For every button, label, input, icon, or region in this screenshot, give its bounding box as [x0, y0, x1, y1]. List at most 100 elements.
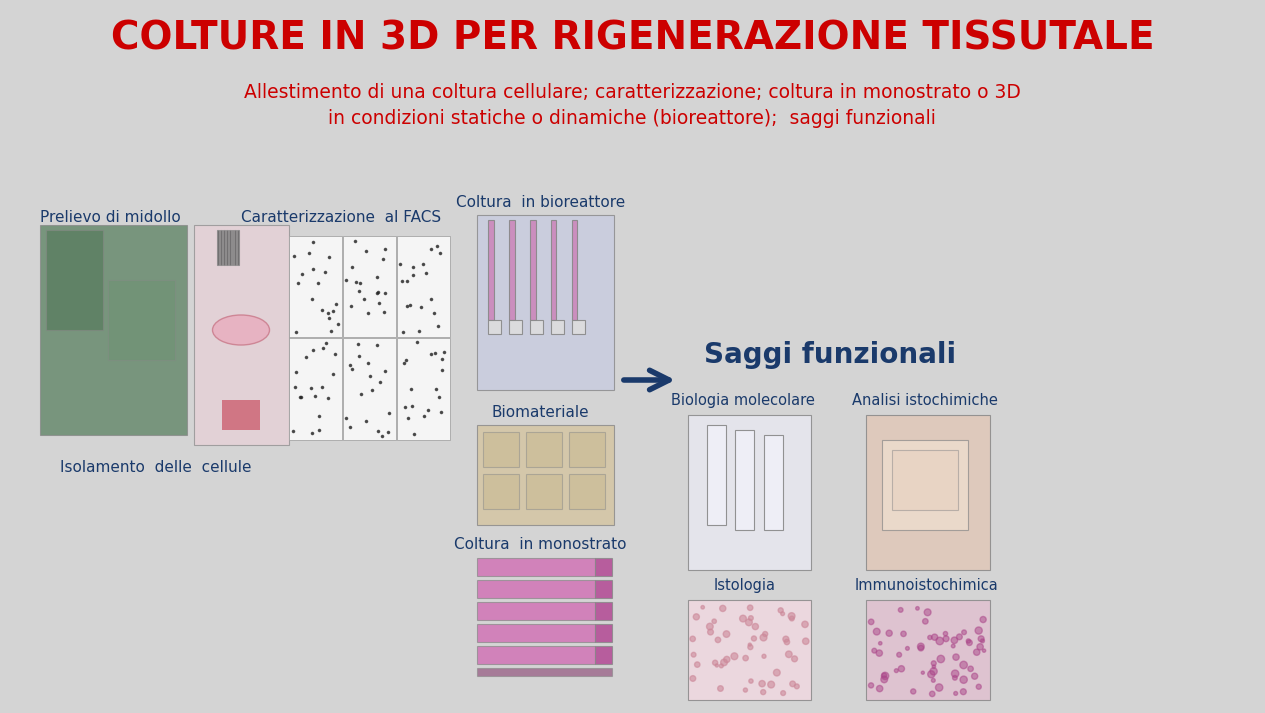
Bar	[550, 220, 557, 320]
Point	[290, 391, 310, 402]
Bar	[108, 280, 175, 360]
Point	[732, 613, 753, 625]
Point	[875, 670, 896, 682]
Point	[911, 641, 931, 652]
Bar	[288, 235, 342, 337]
Point	[414, 259, 434, 270]
Point	[755, 628, 775, 640]
Point	[312, 304, 333, 316]
Point	[929, 682, 949, 693]
Point	[378, 427, 398, 438]
Point	[864, 645, 884, 657]
Bar	[477, 215, 615, 390]
Point	[903, 686, 923, 697]
Point	[717, 654, 737, 665]
Point	[708, 634, 729, 645]
Point	[286, 381, 306, 393]
Point	[701, 626, 721, 637]
Point	[367, 339, 387, 351]
Point	[773, 608, 793, 620]
Bar	[220, 230, 223, 265]
Point	[954, 686, 974, 697]
Point	[741, 612, 762, 624]
Point	[372, 431, 392, 442]
Bar	[509, 220, 515, 320]
Point	[773, 687, 793, 699]
Point	[323, 305, 343, 317]
Point	[725, 650, 745, 662]
Point	[357, 415, 377, 426]
Point	[887, 665, 907, 677]
Point	[707, 660, 727, 671]
Point	[949, 631, 969, 642]
Text: COLTURE IN 3D PER RIGENERAZIONE TISSUTALE: COLTURE IN 3D PER RIGENERAZIONE TISSUTAL…	[110, 19, 1154, 57]
Point	[402, 269, 423, 280]
Bar	[238, 230, 239, 265]
Point	[954, 674, 974, 685]
Bar	[687, 415, 811, 570]
Point	[354, 294, 374, 305]
Point	[923, 666, 944, 677]
Point	[349, 286, 369, 297]
Point	[335, 275, 355, 286]
Point	[342, 300, 362, 312]
Bar	[596, 602, 612, 620]
Point	[683, 673, 703, 684]
Point	[430, 247, 450, 258]
Point	[783, 678, 803, 689]
Bar	[477, 668, 612, 676]
Point	[930, 635, 950, 647]
Point	[425, 347, 445, 359]
Point	[409, 325, 429, 337]
Point	[431, 365, 452, 376]
Point	[861, 616, 882, 627]
Bar	[483, 432, 520, 467]
Point	[401, 400, 421, 411]
Point	[735, 652, 755, 664]
Point	[340, 421, 361, 432]
Point	[923, 661, 944, 672]
Point	[686, 611, 706, 622]
Text: Saggi funzionali: Saggi funzionali	[703, 341, 956, 369]
Point	[373, 253, 393, 265]
Point	[777, 636, 797, 647]
Bar	[488, 220, 493, 320]
Point	[945, 668, 965, 679]
Bar	[882, 440, 968, 530]
Point	[362, 384, 382, 396]
Point	[960, 663, 980, 674]
Point	[931, 653, 951, 665]
Point	[945, 672, 965, 684]
Point	[964, 670, 984, 682]
Point	[970, 641, 990, 652]
Point	[705, 615, 725, 627]
Point	[321, 326, 342, 337]
Point	[969, 625, 989, 636]
Point	[286, 366, 306, 378]
Point	[944, 640, 964, 652]
Point	[959, 637, 979, 648]
Point	[421, 244, 441, 255]
Bar	[39, 225, 187, 435]
Point	[744, 633, 764, 645]
Point	[371, 376, 391, 388]
Text: Coltura  in bioreattore: Coltura in bioreattore	[455, 195, 625, 210]
Point	[299, 247, 319, 259]
Bar	[226, 230, 228, 265]
Point	[753, 687, 773, 698]
Point	[374, 306, 395, 317]
Point	[741, 675, 762, 687]
Point	[369, 297, 390, 308]
Point	[316, 337, 336, 349]
Point	[740, 602, 760, 613]
Point	[400, 299, 420, 311]
Point	[367, 425, 387, 436]
Point	[286, 326, 306, 337]
Point	[893, 628, 913, 640]
Bar	[707, 425, 726, 525]
Text: Coltura  in monostrato: Coltura in monostrato	[454, 537, 626, 552]
Text: Isolamento  delle  cellule: Isolamento delle cellule	[59, 460, 252, 475]
Point	[414, 410, 434, 421]
Text: Prelievo di midollo: Prelievo di midollo	[39, 210, 181, 225]
Point	[376, 243, 396, 255]
